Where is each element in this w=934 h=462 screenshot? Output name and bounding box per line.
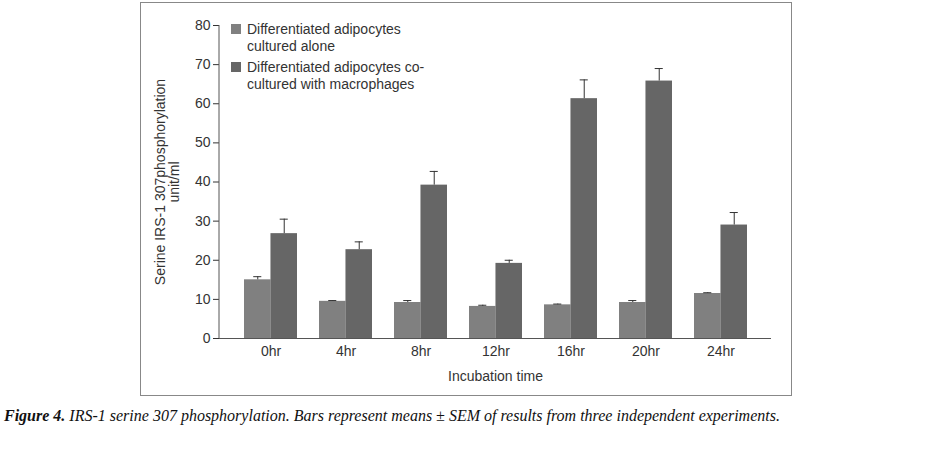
svg-text:Serine IRS-1 307phosphorylatio: Serine IRS-1 307phosphorylationunit/ml bbox=[152, 79, 182, 285]
svg-text:16hr: 16hr bbox=[557, 343, 585, 359]
svg-text:8hr: 8hr bbox=[411, 343, 432, 359]
svg-text:60: 60 bbox=[195, 95, 211, 111]
html-text:Figure 4. IRS-1 serine 307 pho: Figure 4. IRS-1 serine 307 phosphorylati… bbox=[4, 407, 780, 424]
svg-text:10: 10 bbox=[195, 291, 211, 307]
svg-text:70: 70 bbox=[195, 56, 211, 72]
svg-text:20: 20 bbox=[195, 252, 211, 268]
svg-text:0hr: 0hr bbox=[261, 343, 282, 359]
svg-text:Incubation time: Incubation time bbox=[448, 368, 543, 384]
svg-text:30: 30 bbox=[195, 213, 211, 229]
html-text:Differentiated adipocytes cult: Differentiated adipocytes cultured alone bbox=[247, 21, 401, 54]
svg-text:50: 50 bbox=[195, 134, 211, 150]
html-text:Differentiated adipocytes co-c: Differentiated adipocytes co-cultured wi… bbox=[247, 59, 425, 92]
svg-text:40: 40 bbox=[195, 173, 211, 189]
svg-text:12hr: 12hr bbox=[482, 343, 510, 359]
svg-text:20hr: 20hr bbox=[632, 343, 660, 359]
svg-text:80: 80 bbox=[195, 17, 211, 33]
svg-text:24hr: 24hr bbox=[707, 343, 735, 359]
svg-text:0: 0 bbox=[203, 330, 211, 346]
svg-text:4hr: 4hr bbox=[336, 343, 357, 359]
